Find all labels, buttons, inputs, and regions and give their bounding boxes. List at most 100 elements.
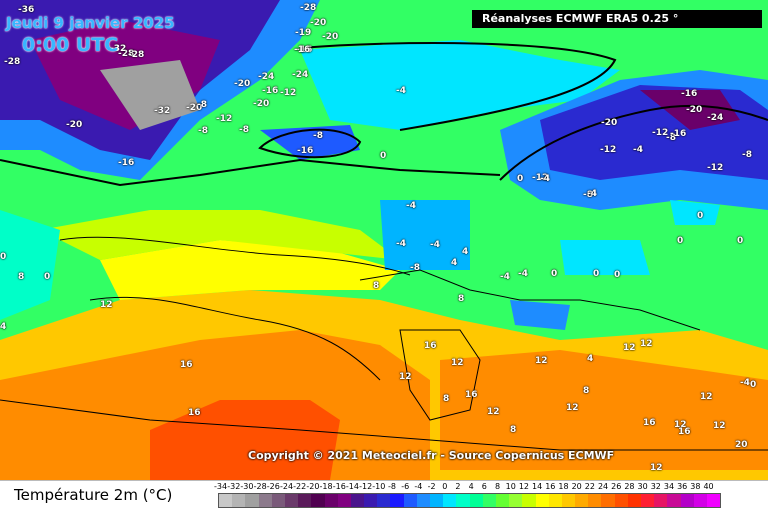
map-canvas bbox=[0, 0, 768, 480]
isotherm-label: 16 bbox=[180, 360, 193, 370]
isotherm-label: -12 bbox=[707, 163, 724, 173]
isotherm-label: 0 bbox=[517, 174, 524, 184]
scale-tick-label: 14 bbox=[532, 482, 543, 491]
scale-swatch bbox=[535, 494, 549, 507]
europe-coast bbox=[359, 269, 701, 331]
scale-swatch bbox=[311, 494, 325, 507]
warm-zone-20 bbox=[150, 400, 340, 480]
scale-swatch bbox=[641, 494, 655, 507]
scale-swatch bbox=[377, 494, 391, 507]
scale-tick-label: 36 bbox=[677, 482, 688, 491]
scandinavia-coast bbox=[499, 104, 768, 181]
isotherm-label: 16 bbox=[465, 390, 478, 400]
scale-swatch bbox=[232, 494, 246, 507]
isotherm-label: 0 bbox=[551, 269, 558, 279]
isotherm-label: 12 bbox=[674, 420, 687, 430]
scale-tick-label: 22 bbox=[584, 482, 595, 491]
scale-tick-label: 38 bbox=[690, 482, 701, 491]
scale-swatch bbox=[443, 494, 457, 507]
scale-swatch bbox=[667, 494, 681, 507]
scale-swatch bbox=[509, 494, 523, 507]
scale-tick-label: -34 bbox=[214, 482, 228, 491]
isotherm-label: -4 bbox=[500, 272, 510, 282]
scale-swatch bbox=[680, 494, 694, 507]
isotherm-label: -20 bbox=[186, 103, 203, 113]
isotherm-label: -16 bbox=[118, 158, 135, 168]
scale-swatch bbox=[495, 494, 510, 507]
scale-tick-label: -8 bbox=[388, 482, 397, 491]
isotherm-label: -28 bbox=[4, 57, 21, 67]
isotherm-label: -28 bbox=[128, 50, 145, 60]
forecast-date: Jeudi 9 janvier 2025 bbox=[6, 14, 175, 32]
isotherm-label: -16 bbox=[670, 129, 687, 139]
scale-swatch bbox=[561, 494, 576, 507]
isotherm-label: 0 bbox=[0, 252, 7, 262]
isotherm-label: 0 bbox=[614, 270, 621, 280]
isotherm-label: 20 bbox=[735, 440, 748, 450]
isotherm-label: -12 bbox=[652, 128, 669, 138]
scale-tick-label: -20 bbox=[306, 482, 320, 491]
isotherm-label: 12 bbox=[650, 463, 663, 473]
isotherm-label: 8 bbox=[18, 272, 25, 282]
legend-title: Température 2m (°C) bbox=[14, 486, 173, 504]
scale-swatch bbox=[350, 494, 365, 507]
scale-swatch bbox=[522, 494, 536, 507]
isotherm-label: -20 bbox=[253, 99, 270, 109]
mild-zone-10 bbox=[40, 210, 400, 260]
scale-tick-label: -14 bbox=[345, 482, 359, 491]
scale-swatch bbox=[601, 494, 615, 507]
isotherm-label: 12 bbox=[700, 392, 713, 402]
isotherm-label: 8 bbox=[443, 394, 450, 404]
isotherm-label: 0 bbox=[677, 236, 684, 246]
isotherm-label: -36 bbox=[18, 5, 35, 15]
isotherm-label: 12 bbox=[566, 403, 579, 413]
isotherm-label: -4 bbox=[540, 174, 550, 184]
scale-tick-label: 12 bbox=[518, 482, 529, 491]
isotherm-label: -20 bbox=[310, 18, 327, 28]
isotherm-label: -4 bbox=[406, 201, 416, 211]
scale-swatch bbox=[271, 494, 285, 507]
cool-zone-poland bbox=[560, 240, 650, 275]
isotherm-label: -8 bbox=[742, 150, 752, 160]
minus4-isotherm bbox=[299, 42, 617, 131]
isotherm-label: -16 bbox=[296, 45, 313, 55]
isotherm-label: -12 bbox=[216, 114, 233, 124]
scale-swatch bbox=[364, 494, 378, 507]
isotherm-label: 8 bbox=[373, 281, 380, 291]
scale-swatch bbox=[706, 494, 721, 507]
model-banner: Réanalyses ECMWF ERA5 0.25 ° bbox=[472, 10, 762, 28]
scale-swatch bbox=[456, 494, 470, 507]
isotherm-label: 16 bbox=[188, 408, 201, 418]
isotherm-label: -8 bbox=[198, 126, 208, 136]
isotherm-label: 12 bbox=[640, 339, 653, 349]
scale-swatch bbox=[469, 494, 483, 507]
isotherm-label: -16 bbox=[297, 146, 314, 156]
scale-tick-label: 2 bbox=[455, 482, 461, 491]
isotherm-label: 8 bbox=[458, 294, 465, 304]
scale-swatch bbox=[693, 494, 707, 507]
scale-swatch bbox=[258, 494, 272, 507]
scale-tick-label: 20 bbox=[571, 482, 582, 491]
iberia-coast bbox=[399, 329, 481, 421]
isotherm-label: -12 bbox=[280, 88, 297, 98]
isotherm-label: 0 bbox=[44, 272, 51, 282]
scale-tick-label: 6 bbox=[481, 482, 487, 491]
isotherm-label: -4 bbox=[633, 145, 643, 155]
scale-tick-label: 8 bbox=[494, 482, 501, 491]
isotherm-label: 12 bbox=[487, 407, 500, 417]
isotherm-label: 0 bbox=[593, 269, 600, 279]
isotherm-label: -20 bbox=[601, 118, 618, 128]
isotherm-label: -16 bbox=[294, 45, 311, 55]
isotherm-label: -12 bbox=[532, 173, 549, 183]
isotherm-label: -16 bbox=[262, 86, 279, 96]
scale-tick-label: -24 bbox=[279, 482, 294, 491]
isotherm-label: 4 bbox=[587, 354, 594, 364]
scale-tick-label: 32 bbox=[650, 482, 661, 491]
isotherm-label: 12 bbox=[100, 300, 113, 310]
mild-zone-12 bbox=[100, 240, 400, 300]
isotherm-label: -8 bbox=[583, 190, 593, 200]
isotherm-label: -32 bbox=[110, 44, 127, 54]
isotherm-label: -4 bbox=[396, 86, 406, 96]
scale-swatch bbox=[614, 494, 628, 507]
copyright-notice: Copyright © 2021 Meteociel.fr - Source C… bbox=[248, 449, 615, 462]
